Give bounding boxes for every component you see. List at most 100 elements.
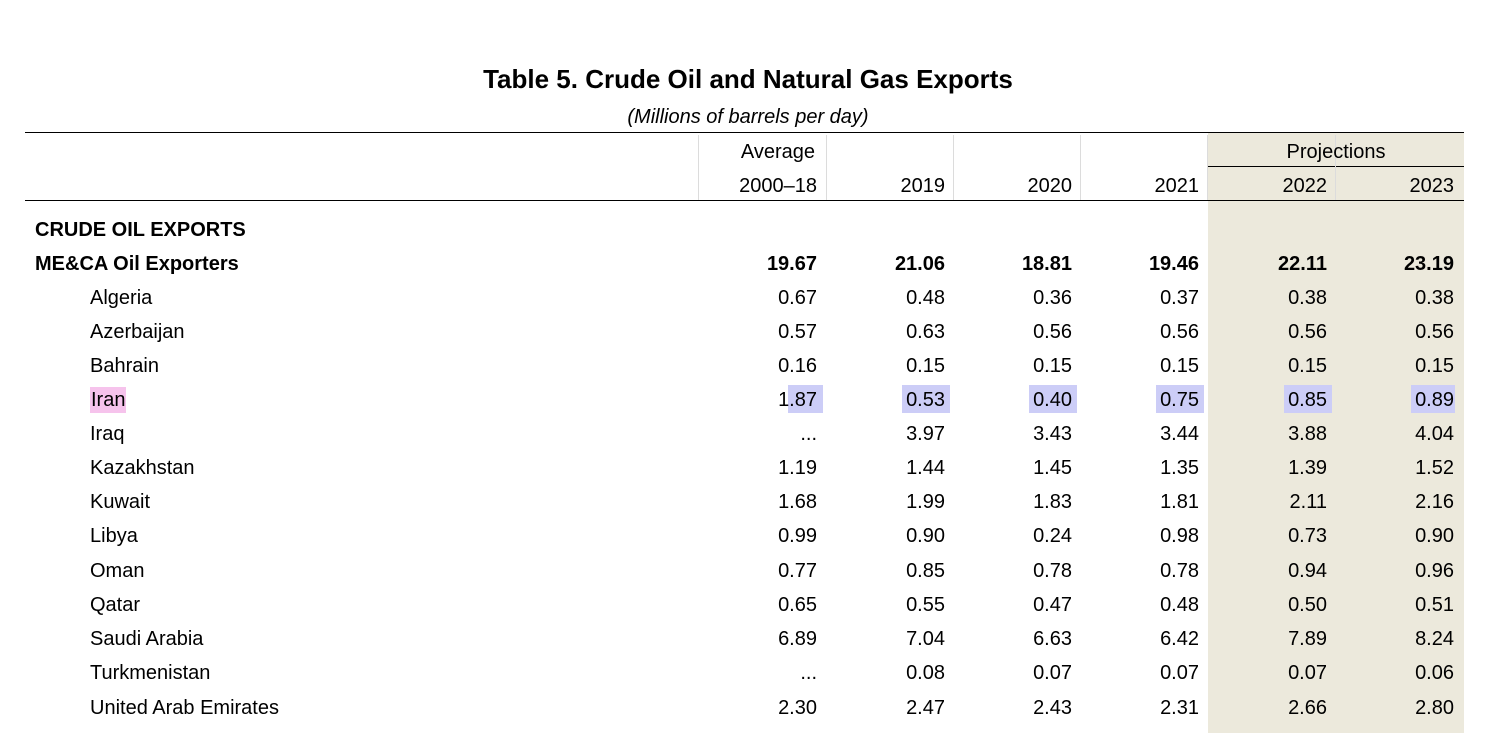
country-name: Saudi Arabia — [90, 628, 204, 650]
cell-average: 0.57 — [778, 321, 817, 343]
group-value-2021: 19.46 — [1148, 253, 1199, 275]
projections-shading — [1208, 133, 1464, 733]
cell-2023: 8.24 — [1415, 628, 1454, 650]
column-separator — [1080, 135, 1081, 200]
cell-2019: 0.15 — [906, 355, 945, 377]
cell-2023: 4.04 — [1415, 423, 1454, 445]
cell-2022: 2.66 — [1288, 697, 1327, 719]
cell-2023: 0.51 — [1415, 594, 1454, 616]
column-separator — [698, 135, 699, 200]
country-name: Bahrain — [90, 355, 159, 377]
cell-2023: 0.96 — [1415, 560, 1454, 582]
country-name: Qatar — [90, 594, 141, 616]
cell-average: 1.68 — [778, 491, 817, 513]
cell-2023: 0.06 — [1415, 662, 1454, 684]
cell-average: ... — [800, 423, 817, 445]
cell-2022: 7.89 — [1288, 628, 1327, 650]
cell-2020: 0.07 — [1033, 662, 1072, 684]
cell-2023: 0.90 — [1415, 525, 1454, 547]
country-name: Kuwait — [90, 491, 151, 513]
cell-2020: 1.83 — [1033, 491, 1072, 513]
cell-average: 1.19 — [778, 457, 817, 479]
table-row: Iraq ... 3.97 3.43 3.44 3.88 4.04 — [0, 417, 1496, 451]
projections-header: Projections — [1286, 141, 1386, 163]
column-separator — [1335, 135, 1336, 200]
cell-2021: 2.31 — [1160, 697, 1199, 719]
table-row: Libya 0.99 0.90 0.24 0.98 0.73 0.90 — [0, 519, 1496, 553]
table-row: Turkmenistan ... 0.08 0.07 0.07 0.07 0.0… — [0, 656, 1496, 690]
table-row: Oman 0.77 0.85 0.78 0.78 0.94 0.96 — [0, 554, 1496, 588]
cell-2020: 1.45 — [1033, 457, 1072, 479]
column-separator — [826, 135, 827, 200]
cell-2019: 0.53 — [906, 389, 945, 411]
cell-2021: 6.42 — [1160, 628, 1199, 650]
country-name: Algeria — [90, 287, 153, 309]
cell-2021: 0.15 — [1160, 355, 1199, 377]
column-header-2022: 2022 — [1282, 175, 1328, 197]
cell-2020: 0.36 — [1033, 287, 1072, 309]
cell-2020: 0.56 — [1033, 321, 1072, 343]
cell-2023: 2.80 — [1415, 697, 1454, 719]
group-value-2023: 23.19 — [1403, 253, 1454, 275]
table-row: Kazakhstan 1.19 1.44 1.45 1.35 1.39 1.52 — [0, 451, 1496, 485]
cell-2022: 0.15 — [1288, 355, 1327, 377]
column-header-2023: 2023 — [1409, 175, 1455, 197]
country-name: Azerbaijan — [90, 321, 185, 343]
table-row-highlighted: Iran 1.87 0.53 0.40 0.75 0.85 0.89 — [0, 383, 1496, 417]
cell-average: 0.16 — [778, 355, 817, 377]
cell-2020: 0.47 — [1033, 594, 1072, 616]
cell-average: 6.89 — [778, 628, 817, 650]
cell-2021: 3.44 — [1160, 423, 1199, 445]
cell-2020: 3.43 — [1033, 423, 1072, 445]
selection-highlight — [1156, 385, 1204, 413]
header-rule — [25, 200, 1464, 201]
table-title: Table 5. Crude Oil and Natural Gas Expor… — [483, 64, 1013, 94]
cell-average: 1.87 — [778, 389, 817, 411]
country-name: Libya — [90, 525, 138, 547]
cell-2021: 1.81 — [1160, 491, 1199, 513]
cell-2021: 1.35 — [1160, 457, 1199, 479]
table-subtitle: (Millions of barrels per day) — [627, 106, 869, 128]
column-header-2021: 2021 — [1154, 175, 1200, 197]
group-value-average: 19.67 — [766, 253, 817, 275]
country-name: United Arab Emirates — [90, 697, 279, 719]
table-row: Algeria 0.67 0.48 0.36 0.37 0.38 0.38 — [0, 281, 1496, 315]
country-name: Iraq — [90, 423, 125, 445]
cell-2021: 0.37 — [1160, 287, 1199, 309]
column-header-average: 2000–18 — [739, 175, 817, 197]
cell-2021: 0.48 — [1160, 594, 1199, 616]
cell-2021: 0.07 — [1160, 662, 1199, 684]
cell-2019: 0.55 — [906, 594, 945, 616]
cell-2023: 1.52 — [1415, 457, 1454, 479]
column-separator — [953, 135, 954, 200]
country-name: Iran — [90, 387, 127, 413]
table-row: Kuwait 1.68 1.99 1.83 1.81 2.11 2.16 — [0, 485, 1496, 519]
table-row: Bahrain 0.16 0.15 0.15 0.15 0.15 0.15 — [0, 349, 1496, 383]
cell-average: 2.30 — [778, 697, 817, 719]
group-value-2020: 18.81 — [1021, 253, 1072, 275]
cell-2022: 0.38 — [1288, 287, 1327, 309]
cell-2023: 0.15 — [1415, 355, 1454, 377]
cell-average: 0.99 — [778, 525, 817, 547]
group-name: ME&CA Oil Exporters — [35, 253, 239, 275]
column-header-2020: 2020 — [1027, 175, 1073, 197]
cell-2022: 3.88 — [1288, 423, 1327, 445]
cell-average: 0.67 — [778, 287, 817, 309]
cell-2019: 0.85 — [906, 560, 945, 582]
cell-2022: 0.07 — [1288, 662, 1327, 684]
group-value-2019: 21.06 — [894, 253, 945, 275]
cell-2023: 0.56 — [1415, 321, 1454, 343]
cell-average: 0.77 — [778, 560, 817, 582]
selection-highlight — [1411, 385, 1455, 413]
cell-2020: 0.40 — [1033, 389, 1072, 411]
column-separator — [1207, 135, 1208, 200]
average-header: Average — [740, 141, 816, 163]
cell-2022: 0.73 — [1288, 525, 1327, 547]
table-row: Saudi Arabia 6.89 7.04 6.63 6.42 7.89 8.… — [0, 622, 1496, 656]
cell-2020: 2.43 — [1033, 697, 1072, 719]
cell-2019: 1.44 — [906, 457, 945, 479]
top-rule — [25, 132, 1464, 133]
cell-2021: 0.78 — [1160, 560, 1199, 582]
column-header-2019: 2019 — [900, 175, 946, 197]
table-row: United Arab Emirates 2.30 2.47 2.43 2.31… — [0, 691, 1496, 725]
